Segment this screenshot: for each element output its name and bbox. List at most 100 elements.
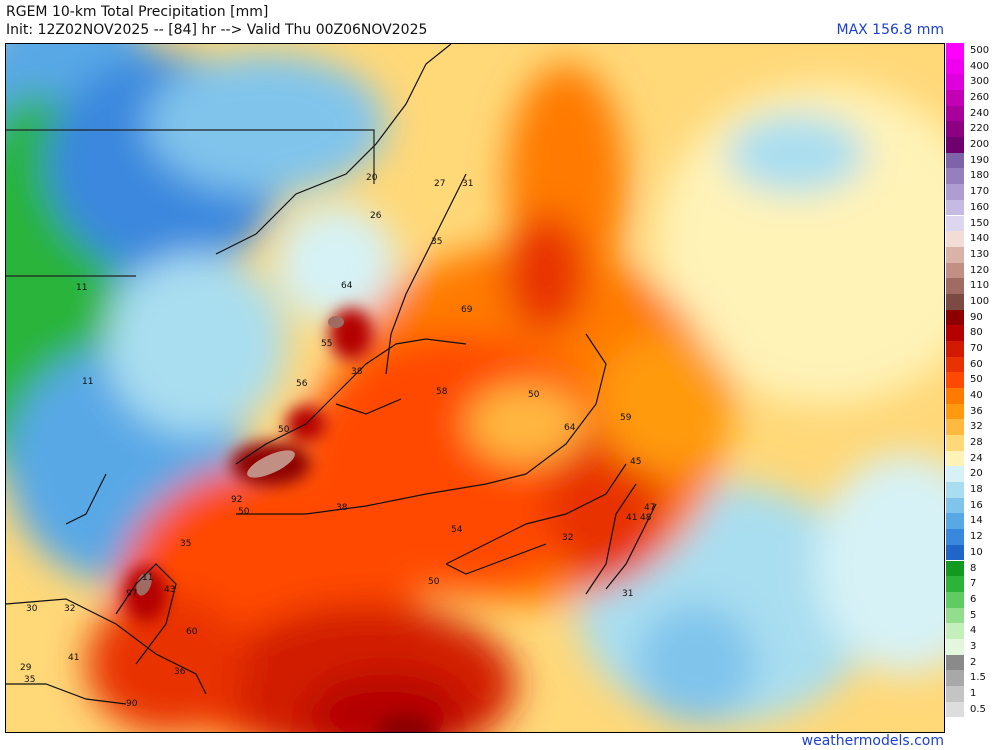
- legend-swatch: [946, 215, 964, 232]
- map-value: 35: [180, 539, 191, 549]
- legend-label: 20: [970, 468, 983, 480]
- legend-label: 18: [970, 484, 983, 496]
- legend-label: 130: [970, 248, 990, 260]
- map-value: 35: [24, 675, 35, 685]
- map-value: 29: [20, 663, 32, 673]
- map-value: 32: [64, 604, 75, 614]
- legend-swatch: [946, 435, 964, 451]
- legend-swatch: [946, 199, 964, 216]
- map-value: 97: [126, 589, 137, 599]
- legend-label: 32: [970, 421, 983, 433]
- legend-item: 1.5: [946, 670, 1000, 686]
- legend-item: 260: [946, 90, 1000, 106]
- legend-swatch: [946, 231, 964, 247]
- map-value: 41: [626, 513, 637, 523]
- legend-item: 36: [946, 403, 1000, 420]
- legend-swatch: [946, 262, 964, 279]
- legend-swatch: [946, 246, 964, 263]
- legend-label: 60: [970, 358, 983, 370]
- map-value: 36: [174, 667, 186, 677]
- legend-swatch: [946, 717, 964, 733]
- legend-swatch: [946, 293, 964, 310]
- legend-swatch: [946, 482, 964, 498]
- legend-label: 160: [970, 201, 990, 213]
- map-value: 64: [341, 281, 353, 291]
- legend-item: 170: [946, 184, 1000, 200]
- legend-label: 300: [970, 76, 990, 88]
- legend-label: 120: [970, 264, 990, 276]
- legend-label: 500: [970, 45, 990, 56]
- legend-item: 160: [946, 199, 1000, 216]
- map-value: 50: [238, 507, 250, 517]
- legend-swatch: [946, 278, 964, 294]
- legend-swatch: [946, 685, 964, 702]
- legend-swatch: [946, 137, 964, 153]
- map-value: 11: [142, 573, 153, 583]
- legend-item: 500: [946, 43, 1000, 59]
- legend-swatch: [946, 372, 964, 388]
- legend-item: 60: [946, 356, 1000, 373]
- map-value: 47: [644, 503, 655, 513]
- legend-item: 5: [946, 607, 1000, 624]
- legend-item: 90: [946, 309, 1000, 326]
- site-credit: weathermodels.com: [801, 733, 944, 749]
- map-value: 11: [82, 377, 93, 387]
- legend-item: 4: [946, 623, 1000, 639]
- map-value: 55: [321, 339, 332, 349]
- legend-swatch: [946, 450, 964, 467]
- legend-label: 7: [970, 578, 977, 590]
- legend-swatch: [946, 419, 964, 436]
- legend-label: 28: [970, 437, 983, 449]
- map-value: 31: [622, 589, 633, 599]
- map-value: 26: [370, 211, 382, 221]
- legend-item: 12: [946, 529, 1000, 545]
- map-value: 45: [630, 457, 641, 467]
- max-precip-label: MAX 156.8 mm: [836, 22, 944, 38]
- legend-swatch: [946, 529, 964, 545]
- legend-label: 5: [970, 609, 977, 621]
- map-value: 59: [620, 413, 632, 423]
- map-value: 58: [436, 387, 448, 397]
- legend-label: 4: [970, 625, 977, 637]
- legend-swatch: [946, 168, 964, 185]
- legend-item: 40: [946, 388, 1000, 404]
- map-value: 35: [431, 237, 442, 247]
- legend-label: 110: [970, 280, 990, 292]
- map-value: 48: [640, 513, 652, 523]
- legend-item: 300: [946, 74, 1000, 91]
- legend-swatch: [946, 638, 964, 655]
- legend-swatch: [946, 576, 964, 592]
- legend-swatch: [946, 591, 964, 608]
- legend-swatch: [946, 356, 964, 373]
- legend-item: 70: [946, 340, 1000, 357]
- legend-swatch: [946, 184, 964, 200]
- legend-swatch: [946, 105, 964, 122]
- legend-label: 2: [970, 656, 977, 668]
- map-value: 90: [126, 699, 138, 709]
- legend-item: 1: [946, 685, 1000, 702]
- legend-item: 180: [946, 168, 1000, 185]
- legend-item: 200: [946, 137, 1000, 153]
- legend-swatch: [946, 309, 964, 326]
- map-value: 32: [562, 533, 573, 543]
- legend-swatch: [946, 388, 964, 404]
- chart-title: RGEM 10-km Total Precipitation [mm]: [6, 4, 269, 20]
- legend-label: 80: [970, 327, 983, 339]
- legend-item: 16: [946, 497, 1000, 514]
- legend-item: 100: [946, 293, 1000, 310]
- legend-item: 130: [946, 246, 1000, 263]
- legend-item: 3: [946, 638, 1000, 655]
- legend-swatch: [946, 340, 964, 357]
- legend-item: 14: [946, 513, 1000, 530]
- legend-label: 1: [970, 687, 977, 699]
- color-scale-legend: 500 400 300 260 240 220 200 190 180 170 160 150 140 1…: [946, 43, 1000, 733]
- legend-item: 32: [946, 419, 1000, 436]
- map-value: 50: [428, 577, 440, 587]
- map-value: 41: [68, 653, 79, 663]
- legend-label: 1.5: [970, 672, 986, 684]
- legend-label: 70: [970, 342, 983, 354]
- legend-label: 260: [970, 92, 990, 104]
- legend-item: 80: [946, 325, 1000, 341]
- map-value: 27: [434, 179, 445, 189]
- map-value: 11: [76, 283, 87, 293]
